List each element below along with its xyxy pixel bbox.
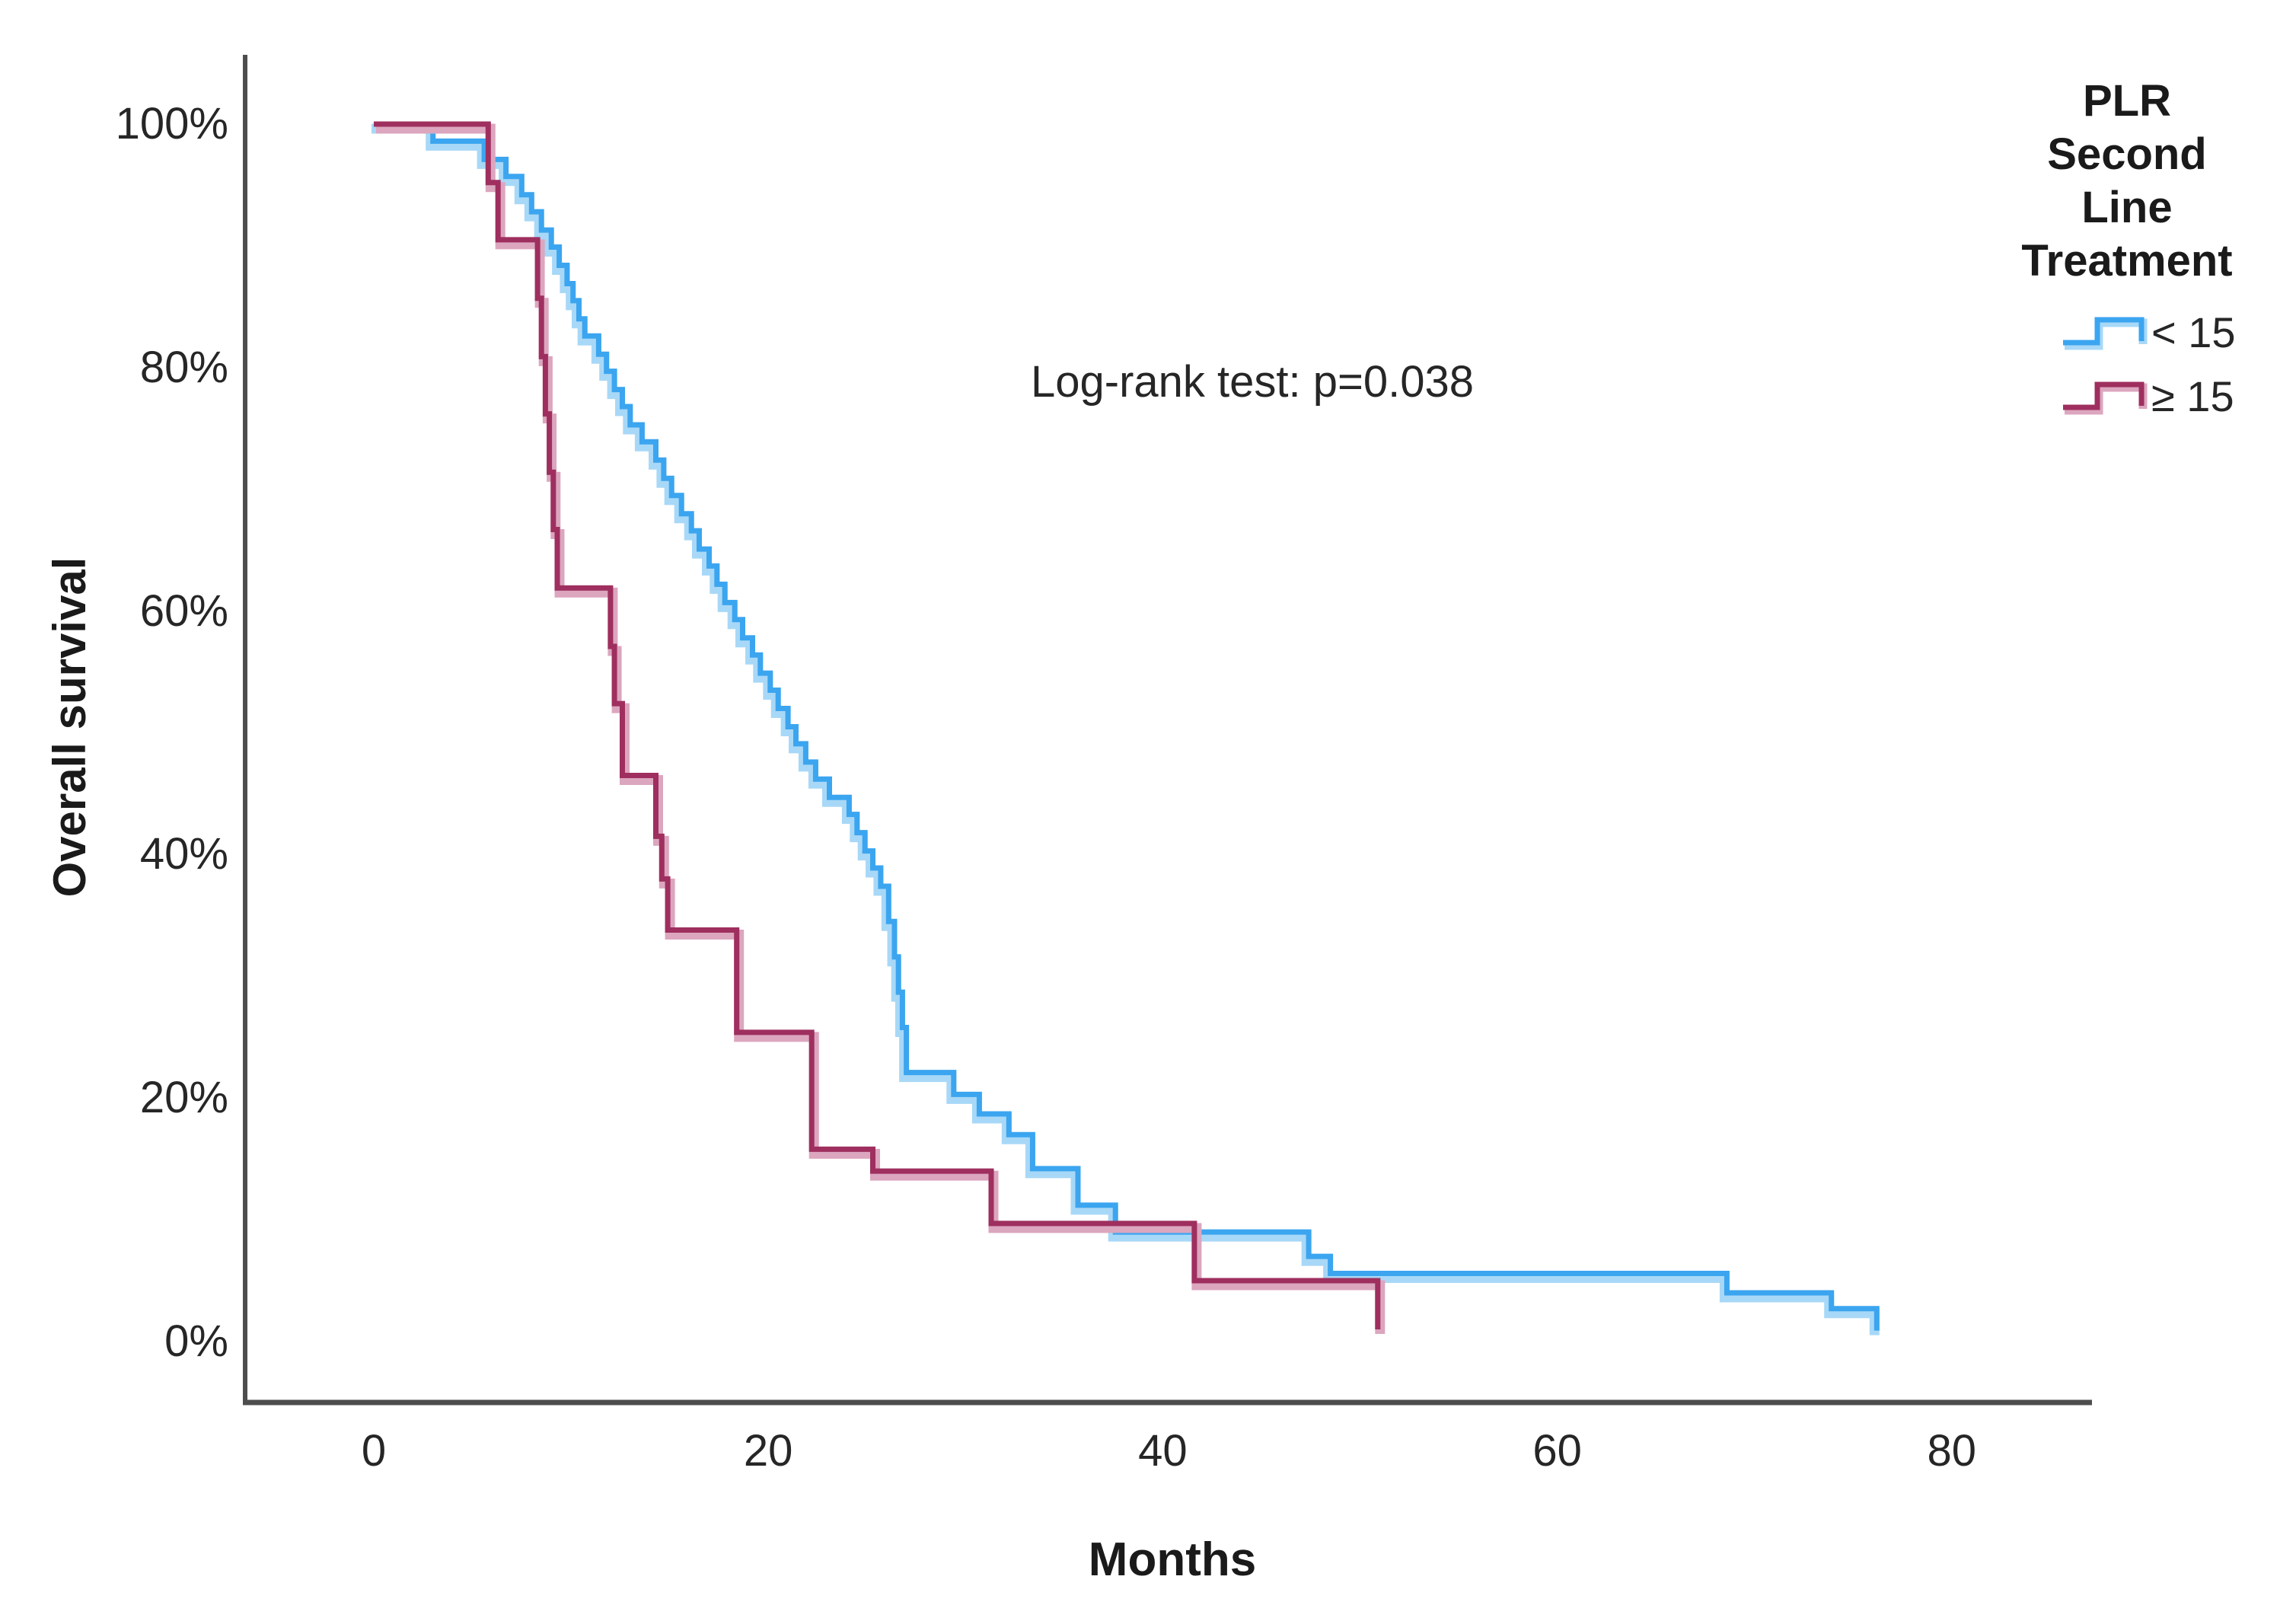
km-curves bbox=[372, 121, 1880, 1335]
legend-title-line-2: Second bbox=[2047, 129, 2207, 179]
legend-key-lt15-icon bbox=[2063, 317, 2145, 346]
km-curve-lt15 bbox=[374, 121, 1880, 1331]
y-tick-label-20: 20% bbox=[139, 1073, 228, 1123]
y-axis-title: Overall survival bbox=[44, 557, 95, 898]
legend-label-lt15: < 15 bbox=[2151, 308, 2236, 356]
km-curve-halo-ge15 bbox=[376, 123, 1386, 1334]
x-axis-title: Months bbox=[1088, 1533, 1257, 1586]
x-tick-label-0: 0 bbox=[361, 1426, 387, 1476]
x-tick-label-40: 40 bbox=[1138, 1426, 1188, 1476]
km-curve-ge15 bbox=[374, 121, 1381, 1329]
legend-label-ge15: ≥ 15 bbox=[2151, 372, 2234, 420]
y-tick-label-100: 100% bbox=[115, 99, 228, 148]
x-tick-label-80: 80 bbox=[1927, 1426, 1977, 1476]
legend-title-line-4: Treatment bbox=[2021, 236, 2233, 286]
log-rank-annotation: Log-rank test: p=0.038 bbox=[1031, 357, 1475, 407]
x-tick-label-60: 60 bbox=[1532, 1426, 1582, 1476]
legend-title-line-3: Line bbox=[2081, 183, 2173, 232]
y-tick-label-0: 0% bbox=[164, 1316, 228, 1366]
y-tick-label-60: 60% bbox=[139, 586, 228, 636]
legend-title-line-1: PLR bbox=[2083, 76, 2171, 126]
legend-glyphs bbox=[2063, 317, 2148, 415]
legend-key-ge15-icon bbox=[2063, 381, 2145, 410]
km-curve-halo-lt15 bbox=[372, 123, 1880, 1335]
y-tick-label-40: 40% bbox=[139, 829, 228, 879]
y-tick-label-80: 80% bbox=[139, 342, 228, 392]
x-tick-label-20: 20 bbox=[743, 1426, 793, 1476]
